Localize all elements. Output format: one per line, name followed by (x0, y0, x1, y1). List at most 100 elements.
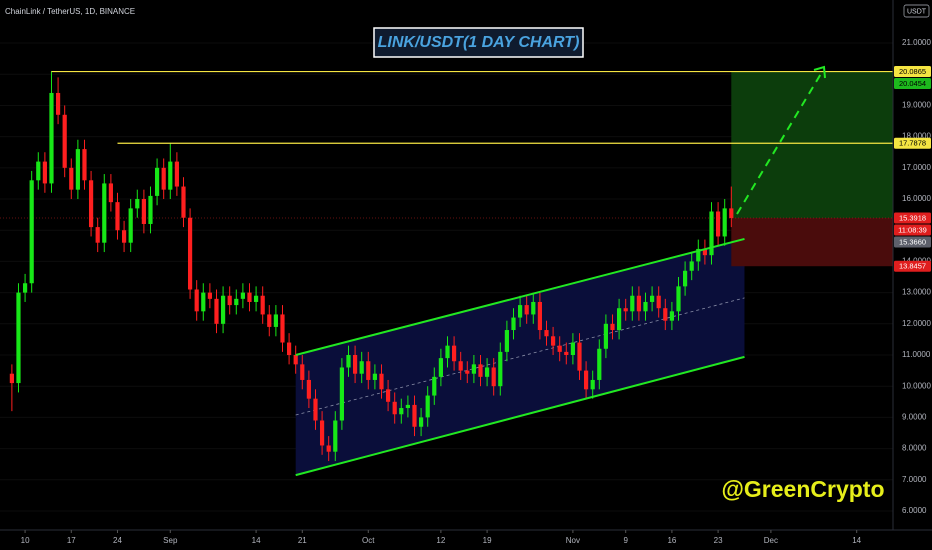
candle-body (319, 420, 325, 446)
y-tick-label: 19.0000 (902, 101, 931, 110)
x-tick-label: 23 (714, 536, 723, 545)
price-label: 13.8457 (899, 262, 926, 271)
candle-body (696, 248, 701, 262)
candle-body (511, 317, 516, 331)
candle-body (366, 361, 371, 380)
chart-title: LINK/USDT(1 DAY CHART) (378, 34, 580, 51)
candle-body (313, 398, 318, 421)
candle-body (88, 180, 94, 228)
target-arrow-head (813, 65, 826, 79)
candle-body (379, 373, 384, 390)
candle-body (260, 295, 265, 315)
candle-body (702, 248, 707, 256)
countdown-bg (894, 224, 931, 236)
candle-body (689, 261, 694, 271)
candle-body (359, 361, 364, 374)
channel-mid (295, 297, 745, 416)
candle-body (550, 336, 556, 346)
candle-body (649, 295, 655, 302)
candle-body (425, 395, 430, 418)
y-tick-label: 10.0000 (902, 381, 931, 390)
candle-body (42, 161, 47, 184)
x-tick-label: 14 (252, 536, 261, 545)
candle-body (181, 186, 186, 218)
price-label-bg (894, 78, 931, 90)
candle-body (293, 354, 298, 365)
candle-body (405, 404, 410, 409)
candle-body (267, 314, 272, 327)
price-label-bg (894, 66, 931, 78)
candle-body (29, 180, 34, 284)
candle-body (570, 342, 575, 355)
candle-body (55, 92, 61, 115)
candle-body (643, 301, 648, 312)
candle-body (286, 342, 292, 355)
candle-body (729, 208, 734, 219)
candle-body (669, 311, 674, 321)
candle-body (240, 292, 245, 299)
price-label: 17.7878 (899, 139, 926, 148)
candle-body (49, 92, 54, 184)
candle-body (557, 345, 562, 352)
candle-body (16, 292, 21, 384)
currency-label: USDT (907, 8, 927, 15)
candle-body (154, 167, 160, 196)
candle-body (471, 364, 476, 374)
x-tick-label: Nov (566, 536, 580, 545)
x-tick-label: Oct (362, 536, 375, 545)
candle-body (75, 149, 80, 190)
candle-body (597, 348, 602, 380)
candle-body (161, 167, 166, 190)
candle-body (399, 408, 404, 415)
candle-body (115, 202, 120, 231)
candle-body (300, 364, 305, 380)
candle-body (715, 211, 721, 237)
x-tick-label: 24 (113, 536, 122, 545)
countdown: 11:08:39 (898, 225, 927, 234)
y-tick-label: 12.0000 (902, 319, 931, 328)
candle-body (616, 308, 622, 331)
candle-body (484, 367, 490, 377)
y-tick-label: 9.0000 (902, 412, 927, 421)
price-label-bg (894, 137, 931, 149)
candle-body (102, 183, 107, 243)
candle-body (174, 161, 179, 187)
candle-body (623, 308, 628, 312)
price-label: 20.0865 (899, 67, 926, 76)
x-tick-label: 10 (21, 536, 30, 545)
candle-body (187, 217, 193, 290)
candle-body (491, 367, 496, 387)
candle-body (227, 295, 232, 306)
candle-body (333, 420, 338, 452)
price-label-bg (894, 212, 931, 224)
x-tick-label: 9 (623, 536, 628, 545)
candle-body (385, 389, 391, 402)
candle-body (108, 183, 113, 203)
candle-body (168, 161, 173, 190)
candle-body (537, 301, 542, 331)
candle-body (280, 314, 285, 343)
candle-body (148, 195, 153, 224)
candle-body (62, 114, 67, 168)
candle-body (451, 345, 457, 362)
candle-body (9, 373, 14, 384)
candle-body (392, 401, 397, 415)
candle-body (478, 364, 483, 377)
y-tick-label: 13.0000 (902, 288, 931, 297)
price-label: 15.3918 (899, 213, 926, 222)
candle-body (709, 211, 714, 256)
candle-body (544, 330, 549, 337)
y-tick-label: 8.0000 (902, 444, 927, 453)
candle-body (234, 298, 239, 306)
position-loss (731, 217, 893, 267)
candle-body (273, 314, 278, 327)
price-label: 20.0454 (899, 79, 926, 88)
candle-body (432, 376, 437, 396)
y-tick-label: 11.0000 (902, 350, 931, 359)
candle-body (121, 230, 127, 243)
candle-body (128, 208, 133, 243)
candle-body (412, 404, 417, 427)
candle-body (524, 305, 529, 315)
